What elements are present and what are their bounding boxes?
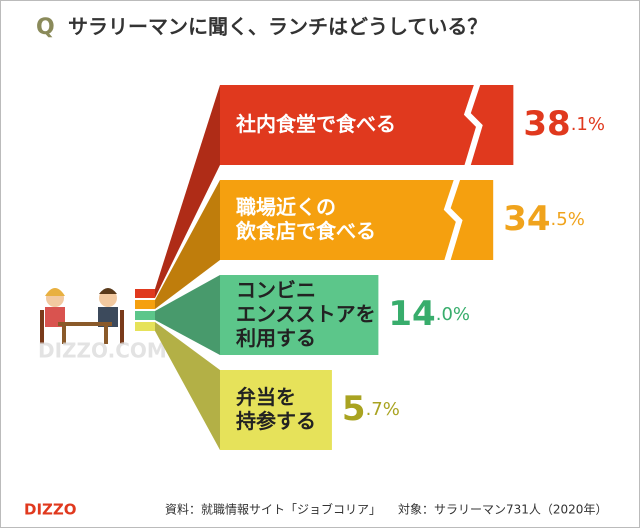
stub xyxy=(135,311,155,320)
logo: DIZZO xyxy=(24,501,77,519)
category-label: 弁当を持参する xyxy=(236,385,316,433)
bar xyxy=(220,275,379,355)
stub xyxy=(135,289,155,298)
illustration xyxy=(40,288,124,344)
watermark: DIZZO.COM xyxy=(38,339,167,363)
connector xyxy=(155,275,220,355)
source: 資料：就職情報サイト「ジョブコリア」 xyxy=(165,502,381,517)
value-label: 5.7% xyxy=(342,389,400,429)
bar xyxy=(220,180,494,260)
break xyxy=(443,178,463,262)
category-label: コンビニエンスストアを利用する xyxy=(236,278,376,350)
chart-title: サラリーマンに聞く、ランチはどうしている？ xyxy=(68,15,487,39)
target: 対象：サラリーマン731人（2020年） xyxy=(398,503,607,517)
stub xyxy=(135,322,155,331)
bar xyxy=(220,370,332,450)
stub xyxy=(135,300,155,309)
break xyxy=(463,83,483,167)
title-prefix: Q xyxy=(36,15,55,40)
connector xyxy=(155,322,220,450)
value-label: 34.5% xyxy=(503,199,585,239)
bar xyxy=(220,85,514,165)
connector xyxy=(155,85,220,298)
connector xyxy=(155,180,220,309)
value-label: 14.0% xyxy=(388,294,470,334)
category-label: 職場近くの飲食店で食べる xyxy=(235,195,376,243)
value-label: 38.1% xyxy=(523,104,605,144)
category-label: 社内食堂で食べる xyxy=(235,112,396,136)
